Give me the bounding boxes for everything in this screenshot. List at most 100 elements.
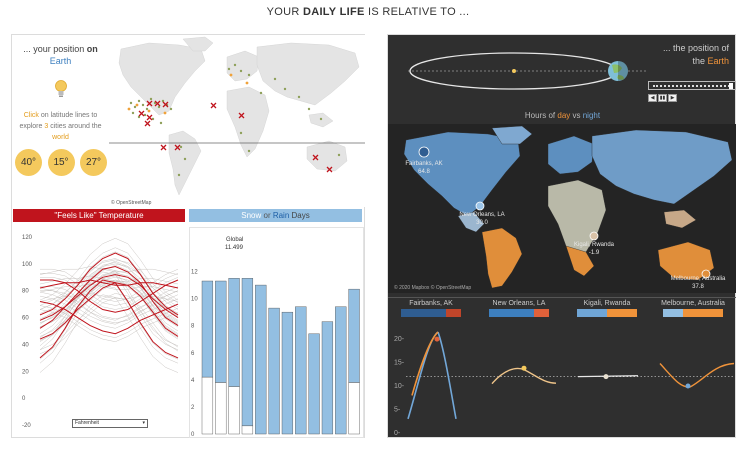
- snow-bar: [228, 386, 240, 435]
- fairbanks-day-curve: [411, 331, 439, 396]
- snow-rain-header: Snow or Rain Days: [189, 209, 362, 222]
- instruction-text: Click on latitude lines to explore 3 cit…: [19, 112, 102, 141]
- city-legend-melbourne[interactable]: Melbourne, Australia: [650, 300, 736, 317]
- background-series-line: [39, 270, 179, 328]
- highlight-series-line: [39, 279, 179, 359]
- slider-thumb[interactable]: [729, 83, 733, 89]
- city-temp-3[interactable]: 27°: [80, 149, 107, 176]
- y-tick-label: 0-: [394, 430, 401, 437]
- date-slider[interactable]: [648, 81, 736, 90]
- y-tick-label: 15-: [394, 360, 405, 367]
- background-series-line: [39, 259, 179, 306]
- city-temp-1[interactable]: 40°: [15, 149, 42, 176]
- fairbanks-curve-right: [437, 331, 457, 420]
- playback-controls: ◀ ▮▮ ▶: [648, 94, 677, 102]
- kigali-point: [603, 374, 609, 380]
- highlight-series-line: [39, 279, 179, 289]
- pause-button[interactable]: ▮▮: [658, 94, 667, 102]
- y-tick-label: 2: [191, 405, 195, 411]
- background-series-line: [39, 283, 179, 341]
- chevron-down-icon: ▾: [142, 420, 145, 426]
- right-panel: ... the position of the Earth ◀ ▮▮ ▶ Hour…: [387, 34, 736, 438]
- svg-text:Kigali, Rwanda: Kigali, Rwanda: [574, 242, 615, 248]
- feels-like-header: "Feels Like" Temperature: [13, 209, 185, 222]
- y-tick-label: 0: [22, 396, 26, 402]
- x-markers: [138, 100, 333, 173]
- snow-bar: [348, 382, 360, 435]
- position-title: ... your position on Earth: [23, 44, 98, 66]
- sea-islands-shape: [663, 209, 697, 229]
- osm-credit[interactable]: © OpenStreetMap: [111, 200, 152, 206]
- rain-bar: [255, 284, 267, 435]
- background-series-line: [39, 297, 179, 355]
- earth-position-title: ... the position of the Earth: [662, 43, 729, 66]
- left-panel: ... your position on Earth Click on lati…: [11, 34, 365, 438]
- rain-bar: [215, 280, 227, 383]
- greenland-shape: [182, 36, 214, 52]
- north-america-shape: [118, 42, 206, 116]
- fairbanks-night-curve: [407, 331, 439, 420]
- africa-shape: [226, 86, 270, 158]
- svg-text:-1.9: -1.9: [589, 250, 600, 256]
- hours-title: Hours of day vs night: [524, 111, 601, 120]
- global-value: 11.499: [225, 245, 244, 251]
- svg-text:New Orleans, LA: New Orleans, LA: [459, 212, 504, 218]
- fairbanks-point: [434, 336, 440, 342]
- y-tick-label: 12: [191, 270, 198, 276]
- y-tick-label: 10-: [394, 383, 405, 390]
- next-button[interactable]: ▶: [668, 94, 677, 102]
- prev-button[interactable]: ◀: [648, 94, 657, 102]
- daylight-map[interactable]: Fairbanks, AK 64.8 New Orleans, LA 30.0 …: [388, 124, 736, 293]
- background-series-line: [39, 263, 179, 310]
- melbourne-curve: [659, 362, 735, 388]
- city-legends: Fairbanks, AK New Orleans, LA Kigali, Rw…: [388, 297, 736, 319]
- world-map[interactable]: © OpenStreetMap: [109, 35, 365, 207]
- rain-bar: [348, 288, 360, 383]
- rain-bar: [308, 333, 320, 435]
- dashboard-title: YOUR DAILY LIFE IS RELATIVE TO ...: [266, 6, 470, 18]
- y-tick-label: 80: [22, 289, 29, 295]
- africa-shape: [547, 179, 607, 261]
- y-tick-label: 6: [191, 351, 195, 357]
- svg-text:37.8: 37.8: [692, 284, 704, 290]
- city-markers: [418, 146, 711, 279]
- background-series-line: [40, 273, 179, 306]
- city-dots: [129, 63, 341, 177]
- y-tick-label: 8: [191, 324, 195, 330]
- background-series-line: [39, 281, 179, 328]
- unit-select[interactable]: Fahrenheit ▾: [72, 419, 148, 428]
- highlight-series-line: [39, 282, 179, 340]
- y-tick-label: 20: [22, 369, 29, 375]
- city-legend-kigali[interactable]: Kigali, Rwanda: [564, 300, 650, 317]
- y-tick-label: 10: [191, 297, 198, 303]
- y-tick-label: -20: [22, 423, 31, 429]
- daylight-curves: 20- 15- 10- 5- 0-: [388, 319, 736, 439]
- y-tick-label: 5-: [394, 407, 401, 414]
- southern-africa-shape: [565, 245, 595, 277]
- mapbox-credit[interactable]: © 2020 Mapbox © OpenStreetMap: [394, 285, 472, 291]
- y-tick-label: 40: [22, 342, 29, 348]
- city-temp-2[interactable]: 15°: [47, 149, 75, 176]
- snow-rain-chart: 12 10 8 6 4 2 0 Global 11.499: [189, 227, 364, 438]
- melbourne-point: [685, 383, 691, 389]
- background-series-line: [39, 283, 179, 293]
- background-series-line: [39, 267, 179, 347]
- rain-bar: [295, 306, 307, 435]
- background-series-line: [40, 286, 179, 320]
- sun-icon: [512, 69, 516, 73]
- rain-bar: [335, 306, 347, 435]
- asia-shape: [591, 129, 733, 205]
- highlight-dots: [127, 73, 249, 115]
- highlight-series-line: [39, 252, 179, 316]
- snow-bar: [201, 376, 214, 435]
- lightbulb-icon: [54, 80, 67, 97]
- city-legend-new-orleans[interactable]: New Orleans, LA: [476, 300, 562, 317]
- city-legend-fairbanks[interactable]: Fairbanks, AK: [388, 300, 474, 317]
- position-box: ... your position on Earth Click on lati…: [12, 35, 109, 207]
- background-series-line: [39, 293, 179, 302]
- central-america-shape: [457, 211, 485, 233]
- greenland-shape: [491, 125, 533, 145]
- new-orleans-curve: [491, 367, 557, 385]
- rain-bar: [228, 278, 240, 387]
